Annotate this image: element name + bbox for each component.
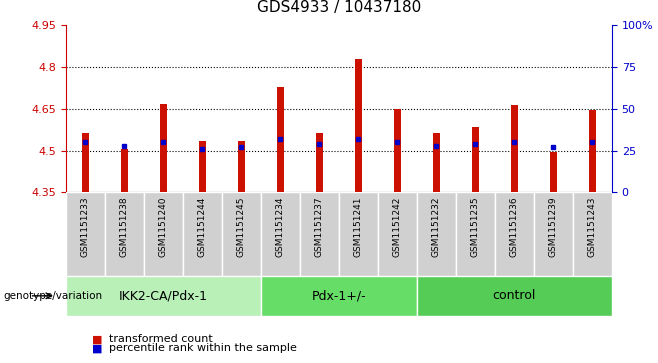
Bar: [66, 276, 261, 316]
Bar: [160, 104, 167, 192]
Text: GSM1151236: GSM1151236: [510, 197, 519, 257]
Bar: [238, 141, 245, 192]
Text: GSM1151232: GSM1151232: [432, 197, 441, 257]
Bar: [589, 110, 596, 192]
Bar: [300, 192, 339, 276]
Bar: [433, 132, 440, 192]
Text: GSM1151240: GSM1151240: [159, 197, 168, 257]
Text: transformed count: transformed count: [109, 334, 213, 344]
Bar: [66, 192, 105, 276]
Text: Pdx-1+/-: Pdx-1+/-: [311, 289, 367, 302]
Text: percentile rank within the sample: percentile rank within the sample: [109, 343, 297, 354]
Text: GSM1151234: GSM1151234: [276, 197, 285, 257]
Bar: [573, 192, 612, 276]
Text: GSM1151244: GSM1151244: [198, 197, 207, 257]
Bar: [144, 192, 183, 276]
Bar: [183, 192, 222, 276]
Bar: [199, 141, 206, 192]
Bar: [417, 192, 456, 276]
Text: GSM1151233: GSM1151233: [81, 197, 89, 257]
Text: GSM1151235: GSM1151235: [471, 197, 480, 257]
Bar: [456, 192, 495, 276]
Text: IKK2-CA/Pdx-1: IKK2-CA/Pdx-1: [119, 289, 208, 302]
Bar: [82, 132, 89, 192]
Bar: [121, 149, 128, 192]
Bar: [550, 152, 557, 192]
Bar: [534, 192, 573, 276]
Text: ■: ■: [92, 343, 103, 354]
Bar: [105, 192, 144, 276]
Bar: [261, 276, 417, 316]
Text: GSM1151241: GSM1151241: [354, 197, 363, 257]
Text: GSM1151242: GSM1151242: [393, 197, 402, 257]
Bar: [378, 192, 417, 276]
Text: GSM1151243: GSM1151243: [588, 197, 597, 257]
Bar: [261, 192, 300, 276]
Bar: [417, 276, 612, 316]
Text: GSM1151238: GSM1151238: [120, 197, 129, 257]
Bar: [355, 59, 362, 192]
Text: genotype/variation: genotype/variation: [3, 291, 103, 301]
Bar: [394, 110, 401, 192]
Bar: [316, 132, 323, 192]
Bar: [277, 87, 284, 192]
Bar: [511, 105, 518, 192]
Text: GSM1151239: GSM1151239: [549, 197, 558, 257]
Text: GSM1151245: GSM1151245: [237, 197, 246, 257]
Text: GDS4933 / 10437180: GDS4933 / 10437180: [257, 0, 421, 15]
Bar: [339, 192, 378, 276]
Bar: [495, 192, 534, 276]
Text: control: control: [493, 289, 536, 302]
Bar: [222, 192, 261, 276]
Bar: [472, 127, 479, 192]
Text: GSM1151237: GSM1151237: [315, 197, 324, 257]
Text: ■: ■: [92, 334, 103, 344]
